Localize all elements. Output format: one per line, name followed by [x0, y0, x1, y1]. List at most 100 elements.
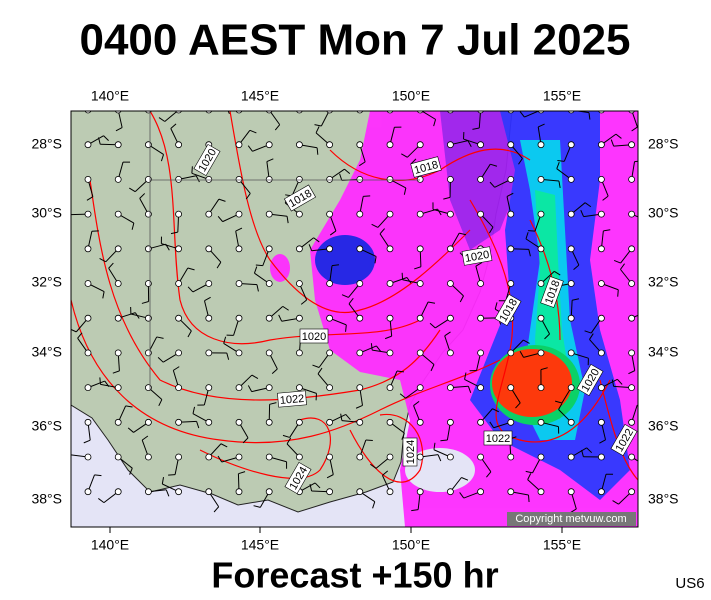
station: [446, 488, 454, 496]
wind-barb-feather: [401, 153, 408, 158]
wind-barb-feather: [410, 158, 417, 165]
station: [598, 280, 605, 287]
station: [446, 280, 454, 287]
isobar-label-box: [299, 328, 329, 344]
lat-label: 38°S: [648, 491, 679, 507]
station: [537, 175, 545, 183]
station: [416, 453, 424, 461]
wind-barb: [511, 95, 521, 110]
isobar-label-box: [277, 390, 307, 408]
station: [356, 384, 364, 392]
wind-barb-feather: [187, 330, 192, 338]
wind-barb-feather: [242, 437, 249, 444]
station: [477, 453, 485, 461]
wind-barb-feather: [345, 414, 351, 421]
station: [386, 349, 394, 357]
station: [295, 280, 303, 287]
station: [295, 349, 303, 357]
wind-barb-feather: [442, 89, 447, 94]
station: [537, 210, 545, 218]
station: [356, 488, 364, 496]
wind-barb-feather: [314, 482, 321, 489]
station: [507, 453, 515, 461]
wind-barb-feather: [331, 264, 340, 267]
wind-barb-feather: [401, 432, 405, 440]
isobar-label-text: 1022: [486, 433, 510, 445]
wind-barb-feather: [403, 187, 407, 195]
wind-barb-feather: [525, 232, 529, 240]
wind-barb-feather: [271, 368, 278, 375]
station: [175, 488, 183, 496]
station: [235, 418, 243, 426]
wind-barb-feather: [216, 261, 222, 269]
station: [567, 384, 575, 392]
wind-barb-feather: [129, 467, 133, 475]
station: [386, 488, 394, 496]
station: [84, 488, 92, 496]
wind-barb-feather: [603, 229, 611, 232]
station: [265, 488, 273, 496]
station: [205, 488, 213, 496]
wind-barb-feather: [363, 195, 371, 197]
station: [145, 111, 152, 114]
isobar-label: 1020: [461, 246, 493, 266]
station: [84, 175, 92, 183]
wind-barb-feather: [527, 473, 532, 480]
copyright: Copyright metvuw.com: [515, 513, 626, 525]
wind-barb-feather: [286, 437, 292, 445]
wind-barb: [588, 98, 602, 110]
isobar-label-box: [483, 430, 513, 446]
isobar-label-box: [410, 156, 442, 178]
isobar-label-box: [540, 276, 564, 308]
wind-barb-feather: [253, 505, 261, 508]
wind-barb-feather: [83, 439, 91, 444]
station: [114, 175, 122, 183]
wind-barb-feather: [440, 439, 448, 442]
station: [567, 418, 575, 426]
wind-barb-feather: [467, 386, 472, 393]
wind-barb-feather: [158, 399, 163, 407]
wind-barb-feather: [374, 256, 377, 264]
station: [175, 349, 183, 357]
station: [507, 384, 515, 392]
isobar-label-text: 1022: [279, 393, 304, 407]
station: [477, 280, 485, 287]
station: [416, 418, 424, 426]
station: [114, 349, 122, 357]
isobar-label-box: [284, 461, 312, 495]
wind-barb-feather: [615, 133, 622, 139]
station: [446, 453, 454, 461]
station: [446, 314, 454, 322]
lon-label: 155°E: [543, 537, 581, 553]
wind-barb-feather: [430, 364, 435, 372]
station: [265, 280, 273, 287]
station: [567, 245, 575, 253]
wind-barb-feather: [464, 372, 467, 380]
station: [507, 245, 515, 253]
wind-barb-feather: [414, 266, 422, 270]
station: [386, 418, 394, 426]
borders: [149, 111, 420, 390]
station: [235, 488, 243, 496]
isobar-label-box: [576, 363, 604, 397]
station: [567, 280, 575, 287]
lon-label: 140°E: [91, 537, 129, 553]
wind-barb-feather: [573, 264, 580, 271]
station: [416, 175, 424, 183]
wind-barb-feather: [170, 123, 177, 129]
wind-barb-feather: [371, 223, 379, 228]
wind-barb-feather: [429, 322, 436, 329]
wind-barb-feather: [631, 126, 638, 132]
station: [326, 111, 333, 114]
wind-barb-feather: [222, 96, 223, 103]
wind-barb: [360, 101, 375, 110]
station: [447, 111, 454, 114]
station: [356, 314, 364, 322]
station: [446, 349, 454, 357]
station: [628, 418, 635, 426]
station: [84, 280, 92, 287]
station: [507, 488, 515, 496]
wind-barb-feather: [278, 314, 283, 322]
wind-barb-feather: [358, 161, 366, 167]
wind-barb-feather: [475, 262, 483, 267]
